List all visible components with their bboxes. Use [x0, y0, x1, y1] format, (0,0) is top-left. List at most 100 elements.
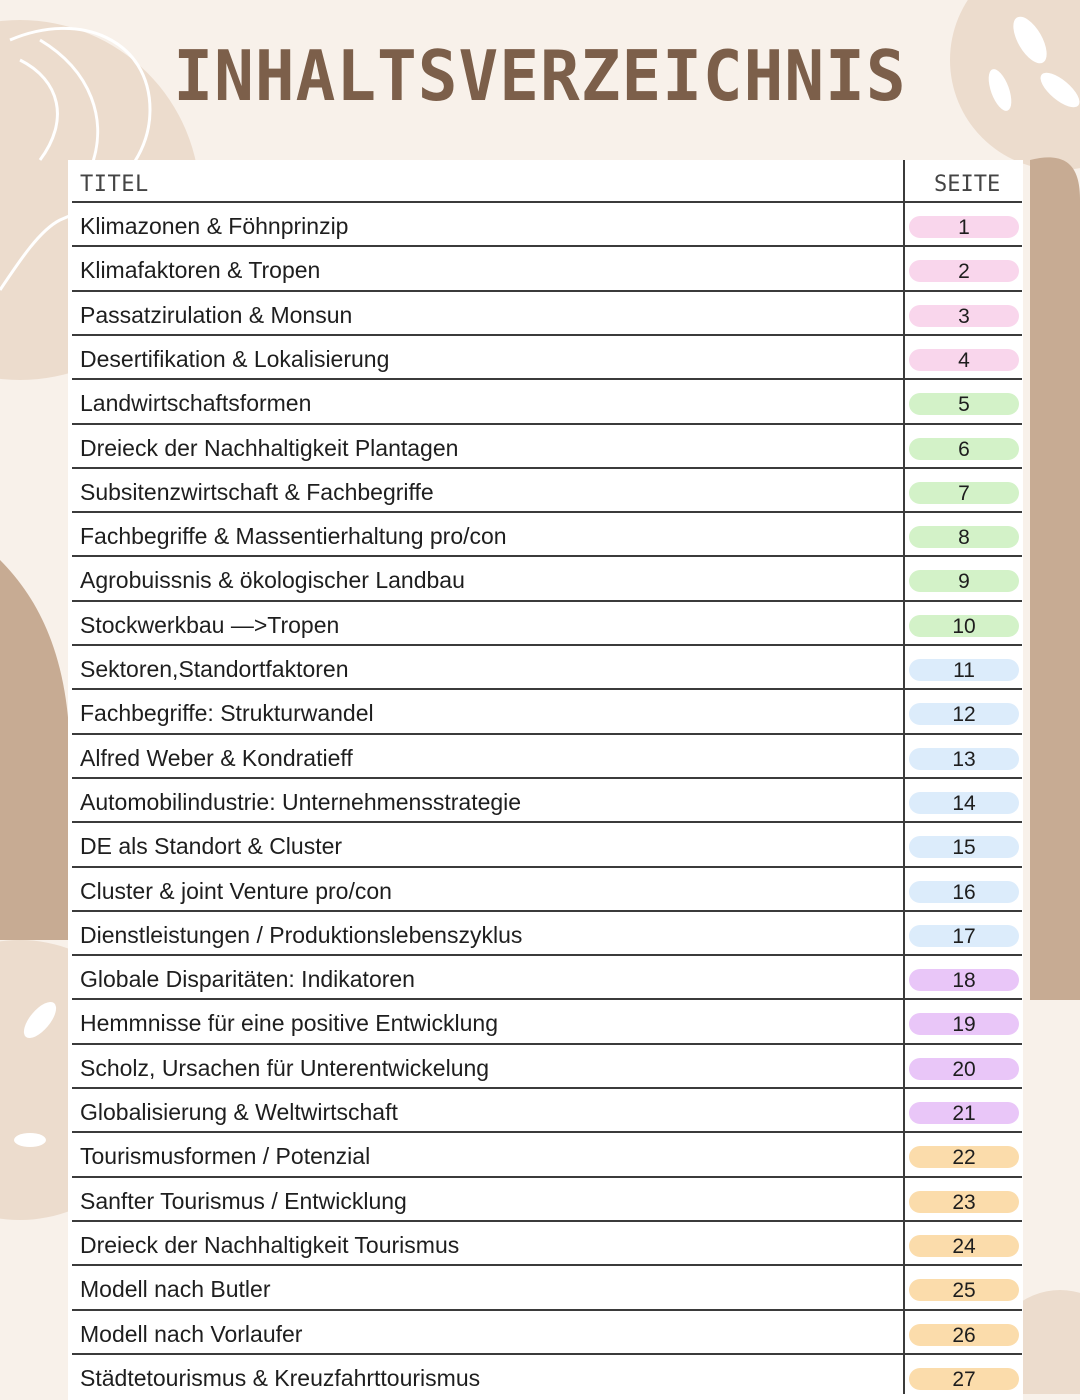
row-page-number: 20	[952, 1057, 976, 1081]
row-title: Agrobuissnis & ökologischer Landbau	[80, 567, 465, 594]
row-title: Automobilindustrie: Unternehmensstrategi…	[80, 788, 522, 815]
page-highlight	[909, 481, 1019, 504]
table-row: Globalisierung & Weltwirtschaft 21	[72, 1087, 1022, 1133]
monstera-leaf-outline-top-left	[0, 26, 152, 291]
table-sheet	[68, 160, 1023, 1400]
table-row: Fachbegriffe & Massentierhaltung pro/con…	[72, 511, 1022, 557]
table-row: Agrobuissnis & ökologischer Landbau 9	[72, 555, 1022, 601]
page-highlight	[909, 703, 1019, 726]
table-row: Landwirtschaftsformen 5	[72, 378, 1022, 424]
row-page-number: 4	[958, 348, 970, 372]
table-row: Klimafaktoren & Tropen 2	[72, 245, 1022, 291]
page-highlight	[909, 1279, 1019, 1302]
page-highlight	[909, 526, 1019, 549]
row-title: Klimazonen & Föhnprinzip	[80, 213, 349, 239]
page-highlight	[909, 570, 1019, 593]
page-highlight	[909, 304, 1019, 327]
table-row: Dienstleistungen / Produktionslebenszykl…	[72, 909, 1022, 956]
row-title: Desertifikation & Lokalisierung	[80, 345, 390, 372]
page-highlight	[909, 880, 1019, 903]
row-title: Subsitenzwirtschaft & Fachbegriffe	[80, 478, 434, 505]
row-page-number: 24	[952, 1234, 976, 1258]
page-highlight	[909, 260, 1019, 283]
row-page-number: 5	[958, 393, 970, 417]
page-highlight	[909, 1190, 1019, 1213]
table-row: DE als Standort & Cluster 15	[72, 821, 1022, 867]
row-page-number: 17	[952, 924, 976, 948]
page-highlight	[909, 1234, 1019, 1257]
page-highlight	[909, 836, 1019, 859]
row-page-number: 13	[952, 747, 976, 771]
page-highlight	[909, 659, 1019, 681]
page-highlight	[909, 393, 1019, 416]
table-row: Stockwerkbau —>Tropen 10	[72, 599, 1022, 646]
row-title: Städtetourismus & Kreuzfahrttourismus	[80, 1364, 481, 1391]
row-page-number: 27	[952, 1367, 976, 1391]
row-page-number: 14	[952, 791, 976, 815]
header-titel: TITEL	[80, 172, 149, 197]
table-row: Hemmnisse für eine positive Entwicklung 1…	[72, 998, 1022, 1044]
row-title: Stockwerkbau —>Tropen	[80, 611, 340, 638]
row-page-number: 6	[958, 437, 970, 461]
row-title: Globalisierung & Weltwirtschaft	[80, 1099, 398, 1125]
row-page-number: 18	[952, 969, 976, 993]
page-highlight	[909, 1323, 1019, 1346]
row-page-number: 3	[958, 304, 970, 328]
table-row: Klimazonen & Föhnprinzip 1	[72, 201, 1022, 247]
table-row: Fachbegriffe: Strukturwandel 12	[72, 688, 1022, 734]
row-title: DE als Standort & Cluster	[80, 833, 343, 860]
row-page-number: 2	[958, 260, 970, 284]
table-row: Cluster & joint Venture pro/con 16	[72, 865, 1022, 912]
row-page-number: 1	[958, 216, 970, 239]
row-title: Globale Disparitäten: Indikatoren	[80, 966, 415, 993]
row-title: Dreieck der Nachhaltigkeit Tourismus	[80, 1231, 460, 1258]
row-title: Scholz, Ursachen für Unterentwickelung	[80, 1054, 490, 1081]
table-row: Sanfter Tourismus / Entwicklung 23	[72, 1175, 1022, 1222]
row-page-number: 8	[958, 526, 970, 550]
row-page-number: 19	[952, 1013, 976, 1037]
page-highlight	[909, 791, 1019, 814]
table-row: Modell nach Vorlaufer 26	[72, 1308, 1022, 1355]
row-title: Cluster & joint Venture pro/con	[80, 877, 392, 904]
row-title: Hemmnisse für eine positive Entwicklung	[80, 1010, 499, 1037]
row-title: Passatzirulation & Monsun	[80, 301, 353, 328]
table-row: Globale Disparitäten: Indikatoren 18	[72, 954, 1022, 1000]
row-page-number: 9	[958, 570, 970, 594]
table-row: Alfred Weber & Kondratieff 13	[72, 732, 1022, 779]
row-page-number: 11	[953, 659, 975, 682]
row-page-number: 16	[952, 880, 976, 904]
page-highlight	[909, 1367, 1019, 1390]
page-highlight	[909, 747, 1019, 770]
table-row: Passatzirulation & Monsun 3	[72, 289, 1022, 336]
row-title: Dreieck der Nachhaltigkeit Plantagen	[80, 434, 459, 461]
row-page-number: 12	[952, 703, 976, 727]
page-highlight	[909, 1057, 1019, 1080]
table-row: Subsitenzwirtschaft & Fachbegriffe 7	[72, 466, 1022, 513]
table-row: Automobilindustrie: Unternehmensstrategi…	[72, 776, 1022, 823]
row-title: Tourismusformen / Potenzial	[80, 1143, 371, 1170]
beige-circle-top-right	[950, 0, 1080, 170]
row-title: Fachbegriffe & Massentierhaltung pro/con	[80, 523, 507, 550]
row-title: Klimafaktoren & Tropen	[80, 257, 321, 284]
row-title: Sanfter Tourismus / Entwicklung	[80, 1187, 407, 1214]
page-highlight	[909, 1013, 1019, 1036]
table-row: Desertifikation & Lokalisierung 4	[72, 333, 1022, 380]
row-title: Dienstleistungen / Produktionslebenszykl…	[80, 921, 523, 948]
brown-blob-right	[1030, 157, 1080, 1001]
table-row: Scholz, Ursachen für Unterentwickelung 20	[72, 1042, 1022, 1089]
page-title: INHALTSVERZEICHNIS	[173, 36, 907, 117]
row-page-number: 15	[952, 836, 976, 860]
row-title: Landwirtschaftsformen	[80, 390, 312, 417]
table-row: Tourismusformen / Potenzial 22	[72, 1131, 1022, 1177]
row-title: Sektoren,Standortfaktoren	[80, 656, 349, 682]
row-title: Alfred Weber & Kondratieff	[80, 744, 353, 771]
table-row: Modell nach Butler 25	[72, 1264, 1022, 1310]
brown-blob-left	[0, 560, 70, 940]
row-page-number: 10	[952, 614, 976, 638]
row-page-number: 7	[958, 481, 970, 505]
table-row: Städtetourismus & Kreuzfahrttourismus 27	[72, 1352, 1022, 1399]
table-header: TITEL SEITE	[72, 160, 1022, 202]
table-row: Dreieck der Nachhaltigkeit Plantagen 6	[72, 422, 1022, 469]
row-page-number: 26	[952, 1323, 976, 1347]
page-highlight	[909, 216, 1019, 238]
